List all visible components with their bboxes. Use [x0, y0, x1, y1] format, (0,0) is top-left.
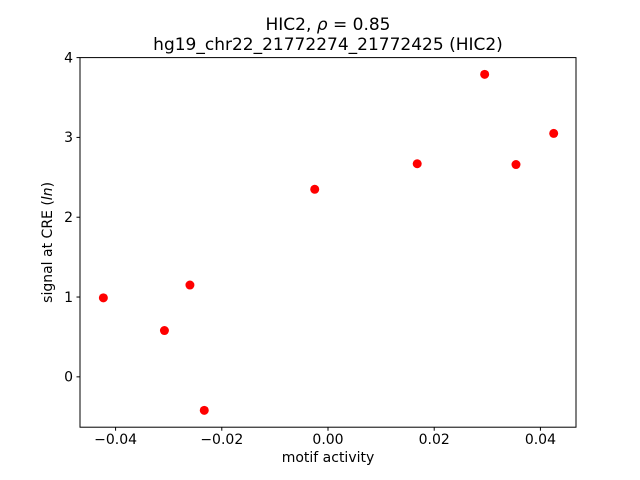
chart-title: HIC2, ρ = 0.85 [266, 15, 391, 35]
data-point [480, 69, 490, 79]
plot-area [79, 57, 577, 428]
x-tick-label: 0.00 [312, 432, 343, 448]
x-tick-label: −0.02 [200, 432, 243, 448]
data-point [98, 293, 108, 303]
y-tick-label: 3 [64, 130, 73, 146]
y-tick-label: 4 [64, 50, 73, 66]
y-axis-ticks: 0 1 2 3 4 [64, 50, 80, 386]
data-point [412, 159, 422, 169]
data-point [549, 128, 559, 138]
y-tick-label: 0 [64, 370, 73, 386]
x-tick-label: 0.04 [525, 432, 556, 448]
x-tick-label: 0.02 [419, 432, 450, 448]
data-point [511, 160, 521, 170]
chart-subtitle: hg19_chr22_21772274_21772425 (HIC2) [153, 35, 503, 55]
data-points [98, 69, 559, 415]
data-point [310, 184, 320, 194]
x-tick-label: −0.04 [94, 432, 137, 448]
x-axis-ticks: −0.04 −0.02 0.00 0.02 0.04 [94, 427, 556, 448]
y-axis-label: signal at CRE (ln) [40, 182, 56, 303]
data-point [159, 326, 169, 336]
data-point [199, 405, 209, 415]
y-tick-label: 2 [64, 210, 73, 226]
data-point [185, 280, 195, 290]
x-axis-label: motif activity [282, 450, 375, 466]
y-tick-label: 1 [64, 290, 73, 306]
